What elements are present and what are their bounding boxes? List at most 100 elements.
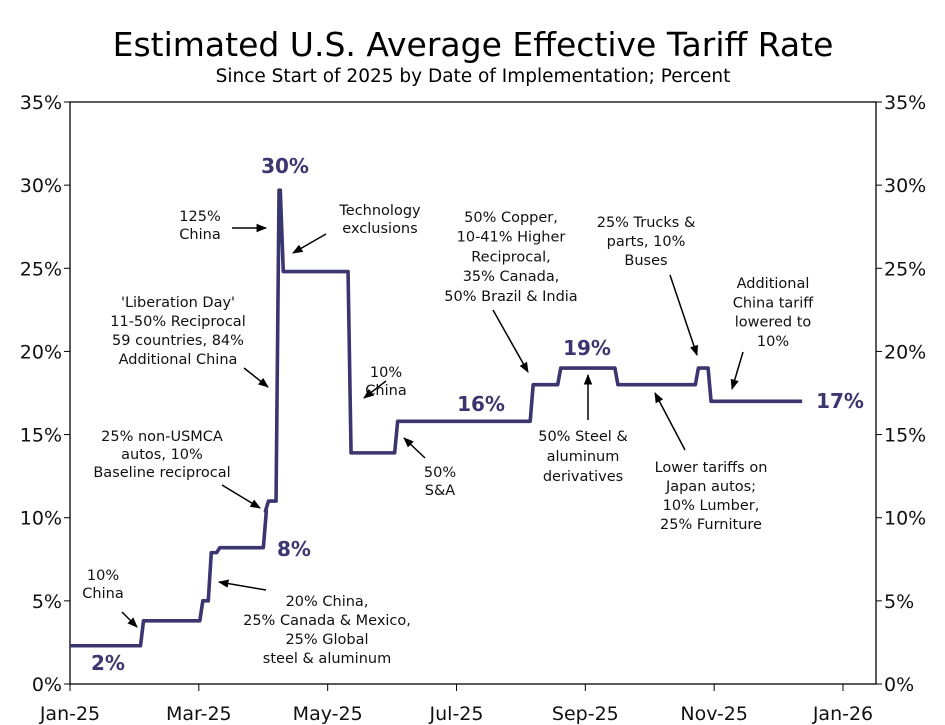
annotation-line: Baseline reciprocal	[93, 465, 230, 481]
arrow-icon	[730, 351, 744, 391]
annotation-line: derivatives	[543, 469, 623, 485]
annotation-text: 20% China, 25% Canada & Mexico, 25% Global…	[243, 594, 411, 667]
annotation: 20% China, 25% Canada & Mexico, 25% Global…	[217, 579, 411, 667]
annotation-line: 125%	[179, 209, 220, 225]
arrow-icon	[121, 611, 138, 628]
annotation-line: 11-50% Reciprocal	[110, 314, 245, 330]
annotation-line: 50% Steel &	[538, 429, 628, 445]
annotation: 50% Steel & aluminum derivatives	[538, 373, 628, 485]
arrow-icon	[669, 274, 698, 356]
annotation: Technology exclusions	[292, 203, 421, 254]
annotation-line: 25% Canada & Mexico,	[243, 613, 411, 629]
annotation-line: 10-41% Higher	[457, 230, 566, 246]
annotation-text: 50% S&A	[424, 465, 456, 499]
y-tick-label-left: 0%	[32, 674, 62, 696]
annotation-line: 10%	[87, 568, 119, 584]
value-label: 16%	[457, 392, 505, 416]
y-tick-label-left: 15%	[20, 425, 62, 447]
annotation-text: 10% China	[365, 365, 406, 399]
annotation: 'Liberation Day' 11-50% Reciprocal 59 coun…	[110, 295, 269, 388]
y-tick-label-left: 25%	[20, 258, 62, 280]
arrow-icon	[403, 437, 426, 459]
value-label: 19%	[563, 336, 611, 360]
arrow-icon	[292, 233, 327, 254]
annotation-line: 50% Copper,	[464, 210, 558, 226]
annotation-line: steel & aluminum	[263, 651, 391, 667]
y-tick-label-right: 25%	[884, 258, 926, 280]
annotation-text: 125% China	[179, 209, 220, 243]
annotation: 25% non-USMCA autos, 10% Baseline reciproc…	[93, 429, 261, 509]
x-tick-label: Jan-25	[39, 703, 100, 725]
annotation-line: 25% non-USMCA	[101, 429, 223, 445]
annotation-line: 10%	[370, 365, 402, 381]
annotation-text: 'Liberation Day' 11-50% Reciprocal 59 coun…	[110, 295, 245, 368]
annotation-line: 10%	[757, 334, 789, 350]
arrow-icon	[243, 367, 269, 388]
y-tick-label-left: 20%	[20, 341, 62, 363]
y-tick-label-right: 30%	[884, 175, 926, 197]
plot-frame	[69, 101, 877, 685]
arrow-icon	[363, 380, 387, 399]
annotation-line: Lower tariffs on	[655, 460, 768, 476]
annotation-line: 10% Lumber,	[663, 498, 760, 514]
value-label: 30%	[261, 154, 309, 178]
x-tick-label: May-25	[293, 703, 363, 725]
annotation: 50% S&A	[403, 437, 456, 499]
annotation: Lower tariffs on Japan autos; 10% Lumber, 2…	[654, 392, 768, 533]
value-label: 2%	[91, 651, 125, 675]
y-tick-label-left: 30%	[20, 175, 62, 197]
y-tick-label-right: 10%	[884, 508, 926, 530]
annotation-text: Additional China tariff lowered to 10%	[733, 276, 815, 350]
annotation-line: 'Liberation Day'	[121, 295, 235, 311]
annotation-line: lowered to	[735, 315, 812, 331]
annotation-line: 50%	[424, 465, 456, 481]
annotation-line: Technology	[338, 203, 421, 219]
annotation-line: 25% Trucks &	[597, 215, 696, 231]
annotation-text: 10% China	[82, 568, 123, 602]
chart-title: Estimated U.S. Average Effective Tariff …	[113, 25, 834, 64]
annotation: 25% Trucks & parts, 10% Buses	[597, 215, 698, 356]
annotation-line: exclusions	[342, 221, 417, 237]
annotation-text: 25% Trucks & parts, 10% Buses	[597, 215, 696, 269]
annotation-line: China	[179, 227, 220, 243]
annotation: 10% China	[363, 365, 407, 399]
annotation-line: 25% Global	[285, 632, 368, 648]
annotation-line: Additional	[737, 276, 810, 292]
annotation-line: Buses	[624, 253, 667, 269]
y-tick-label-left: 10%	[20, 508, 62, 530]
value-label: 17%	[816, 389, 864, 413]
y-tick-label-right: 0%	[884, 674, 914, 696]
x-tick-label: Mar-25	[166, 703, 232, 725]
y-tick-label-right: 5%	[884, 591, 914, 613]
arrow-icon	[221, 484, 261, 509]
annotation-text: 50% Copper, 10-41% Higher Reciprocal, 35% C…	[444, 210, 577, 305]
annotation-text: 50% Steel & aluminum derivatives	[538, 429, 628, 485]
annotation-line: Japan autos;	[665, 479, 756, 495]
annotation-line: aluminum	[547, 449, 620, 465]
annotation-line: parts, 10%	[607, 234, 686, 250]
annotation-text: 25% non-USMCA autos, 10% Baseline reciproc…	[93, 429, 230, 481]
annotation-line: 25% Furniture	[660, 517, 762, 533]
annotation-line: 59 countries, 84%	[112, 333, 244, 349]
arrow-icon	[654, 392, 686, 451]
x-tick-label: Jul-25	[429, 703, 484, 725]
annotation-line: China tariff	[733, 295, 815, 311]
annotation: Additional China tariff lowered to 10%	[730, 276, 815, 391]
annotation: 50% Copper, 10-41% Higher Reciprocal, 35% C…	[444, 210, 578, 373]
y-tick-label-right: 35%	[884, 92, 926, 114]
value-label: 8%	[277, 537, 311, 561]
annotation-line: 50% Brazil & India	[444, 289, 577, 305]
annotation-line: China	[365, 383, 406, 399]
annotation-line: Reciprocal,	[471, 249, 551, 265]
tariff-rate-line	[70, 188, 803, 648]
annotation-text: Technology exclusions	[338, 203, 421, 237]
x-tick-label: Nov-25	[680, 703, 748, 725]
x-tick-label: Jan-26	[812, 703, 873, 725]
annotation-line: autos, 10%	[121, 447, 203, 463]
annotation-line: Additional China	[119, 352, 238, 368]
annotation: 10% China	[82, 568, 138, 628]
arrow-icon	[492, 309, 529, 373]
annotation-line: 20% China,	[286, 594, 369, 610]
annotation-text: Lower tariffs on Japan autos; 10% Lumber, 2…	[655, 460, 768, 533]
